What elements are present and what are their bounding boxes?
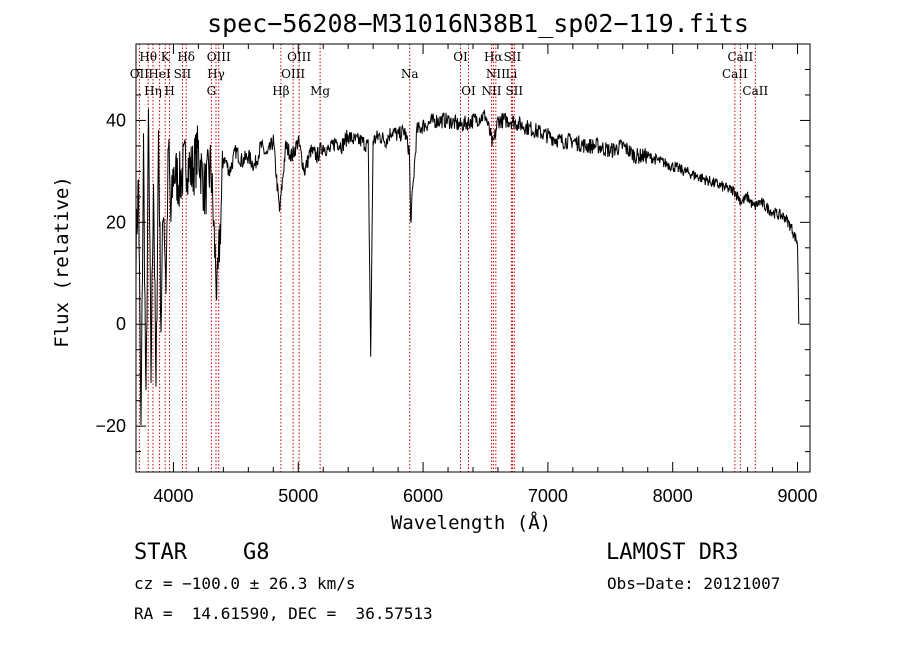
x-tick-label-4000: 4000	[153, 486, 193, 506]
line-label-14: Mg	[310, 84, 330, 98]
line-label-1: Hθ	[139, 50, 157, 64]
chart-title: spec−56208−M31016N38B1_sp02−119.fits	[207, 9, 749, 38]
line-label-9: Hγ	[207, 67, 225, 81]
line-label-11: Hβ	[272, 84, 289, 98]
line-label-20: NII	[486, 67, 506, 81]
y-tick-label-0: 0	[116, 314, 126, 334]
line-label-0: OII	[130, 67, 150, 81]
axes	[135, 43, 811, 473]
line-label-13: OIII	[287, 50, 311, 64]
line-label-6: SII	[174, 67, 192, 81]
line-label-4: HeI	[148, 67, 171, 81]
line-label-21: SII	[504, 50, 522, 64]
y-axis-label: Flux (relative)	[51, 176, 73, 348]
x-tick-label-9000: 9000	[777, 486, 817, 506]
plot-frame	[135, 43, 811, 473]
line-label-17: OI	[461, 84, 476, 98]
line-label-19: Hα	[484, 50, 503, 64]
x-ticks: 4000 5000 6000 7000 8000 9000	[153, 44, 818, 506]
line-label-24: CaII	[722, 67, 748, 81]
emission-line-markers: OIIHθHηKHeIHSIIHδGHγOIIIHβOIIIOIIIMgNaOI…	[130, 44, 768, 472]
object-subclass: G8	[243, 540, 270, 565]
x-tick-label-8000: 8000	[653, 486, 693, 506]
object-class: STAR	[134, 540, 187, 565]
line-label-18: NII	[481, 84, 501, 98]
spectrum-series	[135, 108, 800, 426]
line-label-25: CaII	[727, 50, 753, 64]
survey-name: LAMOST DR3	[606, 540, 739, 565]
ra-dec: RA = 14.61590, DEC = 36.57513	[134, 604, 433, 623]
line-label-8: G	[207, 84, 217, 98]
line-label-26: CaII	[742, 84, 768, 98]
y-tick-label-40: 40	[106, 110, 126, 130]
line-label-16: OI	[453, 50, 468, 64]
line-label-12: OIII	[281, 67, 305, 81]
y-ticks: −20 0 20 40	[95, 43, 810, 453]
line-label-10: OIII	[207, 50, 231, 64]
line-label-2: Hη	[144, 84, 162, 98]
observation-date: Obs−Date: 20121007	[607, 574, 781, 593]
line-label-15: Na	[401, 67, 419, 81]
y-tick-label--20: −20	[95, 416, 126, 436]
y-tick-label-20: 20	[106, 212, 126, 232]
redshift-cz: cz = −100.0 ± 26.3 km/s	[134, 574, 356, 593]
x-axis-label: Wavelength (Å)	[391, 511, 551, 534]
line-label-7: Hδ	[177, 50, 195, 64]
line-label-3: K	[161, 50, 171, 64]
line-label-22: Li	[506, 67, 518, 81]
x-tick-label-5000: 5000	[278, 486, 318, 506]
x-tick-label-6000: 6000	[403, 486, 443, 506]
spectrum-line	[135, 108, 800, 426]
x-tick-label-7000: 7000	[528, 486, 568, 506]
line-label-23: SII	[505, 84, 523, 98]
line-label-5: H	[164, 84, 174, 98]
